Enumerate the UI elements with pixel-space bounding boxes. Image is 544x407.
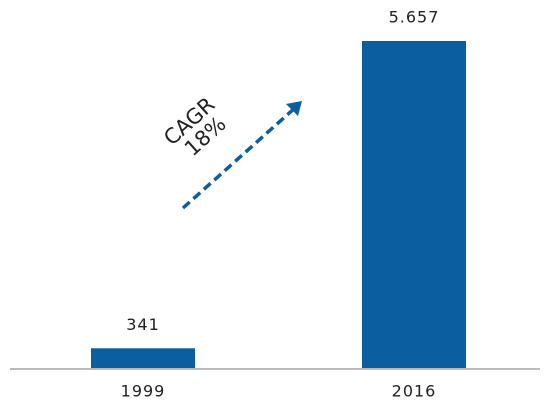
arrow-head	[286, 101, 302, 116]
value-label: 5.657	[389, 8, 440, 27]
bar	[362, 41, 466, 368]
x-tick-label: 1999	[121, 382, 166, 401]
growth-arrow	[181, 105, 298, 210]
bar	[91, 348, 195, 368]
x-tick-label: 2016	[392, 382, 437, 401]
value-label: 341	[126, 315, 160, 334]
